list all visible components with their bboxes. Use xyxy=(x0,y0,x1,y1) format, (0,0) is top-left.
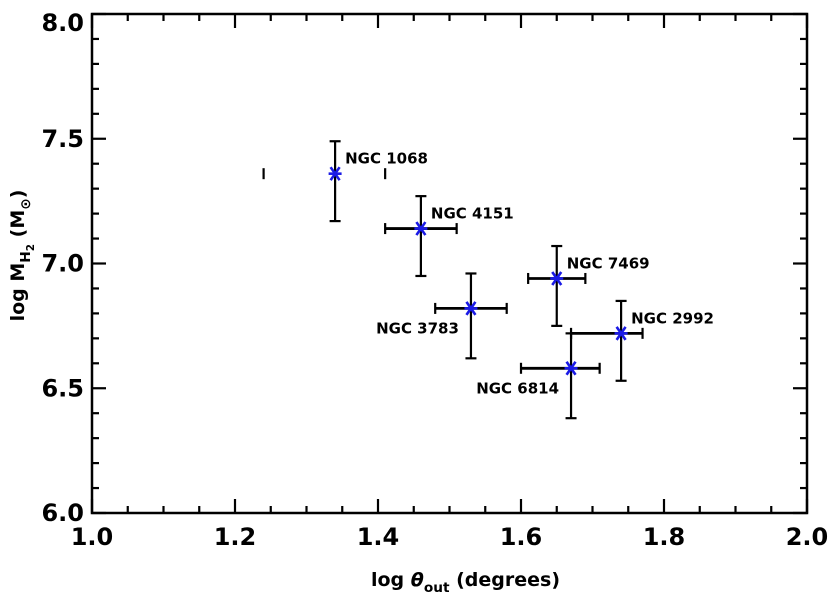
x-tick-label: 1.6 xyxy=(500,523,543,551)
x-tick-label: 1.0 xyxy=(71,523,114,551)
marker-arm xyxy=(415,221,427,236)
point-label-NGC-3783: NGC 3783 xyxy=(376,319,459,337)
data-point-labels: NGC 1068 NGC 4151 NGC 3783 NGC 7469 NGC 6814… xyxy=(345,150,714,398)
plot-frame xyxy=(90,12,809,515)
y-axis-title: log MH2 (M⊙) xyxy=(7,190,37,322)
y-tick-label: 7.0 xyxy=(41,250,84,278)
x-tick-label: 1.2 xyxy=(214,523,257,551)
marker-NGC-7469 xyxy=(550,271,564,286)
x-axis-title: log θout (degrees) xyxy=(371,569,560,596)
x-tick-label: 2.0 xyxy=(786,523,829,551)
y-tick-label: 7.5 xyxy=(41,125,84,153)
data-markers xyxy=(328,166,628,376)
axis-titles: log θout (degrees) log MH2 (M⊙) xyxy=(7,190,560,596)
marker-NGC-1068 xyxy=(328,166,342,181)
marker-NGC-3783 xyxy=(464,301,478,316)
point-label-NGC-7469: NGC 7469 xyxy=(567,254,650,272)
point-label-NGC-6814: NGC 6814 xyxy=(476,379,559,397)
marker-arm xyxy=(329,166,341,181)
error-bar-NGC-6814 xyxy=(519,332,601,420)
point-label-NGC-4151: NGC 4151 xyxy=(431,205,514,223)
plot-border xyxy=(90,12,809,515)
marker-NGC-6814 xyxy=(564,361,578,376)
axis-ticks xyxy=(90,12,809,515)
error-bar-NGC-1068 xyxy=(262,140,387,223)
y-tick-label: 6.5 xyxy=(41,374,84,402)
marker-arm xyxy=(551,271,563,286)
error-bar-NGC-4151 xyxy=(384,195,458,278)
marker-arm xyxy=(565,361,577,376)
error-bar-NGC-2992 xyxy=(569,299,644,382)
x-tick-label: 1.4 xyxy=(357,523,400,551)
error-bar-NGC-3783 xyxy=(434,272,508,360)
point-label-NGC-2992: NGC 2992 xyxy=(631,309,714,327)
axis-tick-labels: 1.0 1.2 1.4 1.6 1.8 2.0 8.0 7.5 7.0 6.5 6.0 xyxy=(41,9,828,551)
y-tick-label: 8.0 xyxy=(41,9,84,37)
marker-NGC-4151 xyxy=(414,221,428,236)
point-label-NGC-1068: NGC 1068 xyxy=(345,150,428,168)
marker-NGC-2992 xyxy=(614,326,628,341)
x-tick-label: 1.8 xyxy=(643,523,686,551)
marker-arm xyxy=(465,301,477,316)
y-tick-label: 6.0 xyxy=(41,499,84,527)
error-bars xyxy=(262,140,644,420)
marker-arm xyxy=(615,326,627,341)
